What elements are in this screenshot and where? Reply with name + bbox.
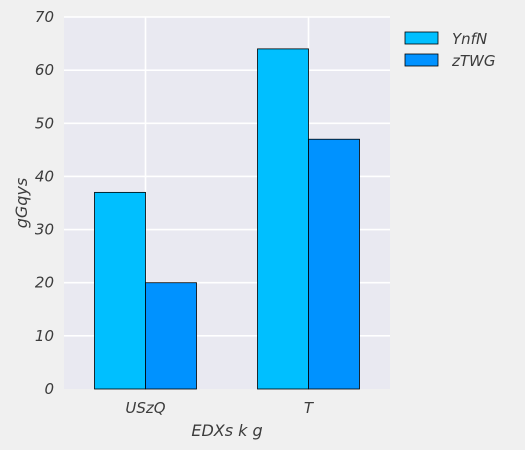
y-tick-label: 40 — [35, 167, 54, 185]
y-tick-label: 10 — [35, 327, 54, 345]
y-axis-ticks: 0 10 20 30 40 50 60 70 — [35, 8, 54, 398]
y-tick-label: 20 — [35, 274, 54, 292]
legend-swatch — [405, 32, 438, 44]
y-axis-label: gGqys — [12, 178, 31, 229]
y-tick-label: 0 — [44, 380, 54, 398]
y-tick-label: 30 — [35, 221, 54, 239]
y-tick-label: 60 — [35, 61, 54, 79]
y-tick-label: 70 — [35, 8, 54, 26]
legend-swatch — [405, 54, 438, 66]
legend-label: YnfN — [452, 30, 487, 48]
legend: YnfN zTWG — [405, 30, 496, 70]
y-tick-label: 50 — [35, 114, 54, 132]
x-axis-label: EDXs k g — [191, 421, 262, 440]
bar-zTWG-T — [309, 139, 360, 389]
x-axis-ticks: USzQ T — [125, 399, 315, 417]
x-tick-label: T — [304, 399, 315, 417]
legend-label: zTWG — [451, 52, 496, 70]
bar-YnfN-T — [258, 49, 309, 389]
bar-zTWG-USzQ — [146, 283, 197, 389]
x-tick-label: USzQ — [125, 399, 165, 417]
bar-YnfN-USzQ — [95, 192, 146, 389]
